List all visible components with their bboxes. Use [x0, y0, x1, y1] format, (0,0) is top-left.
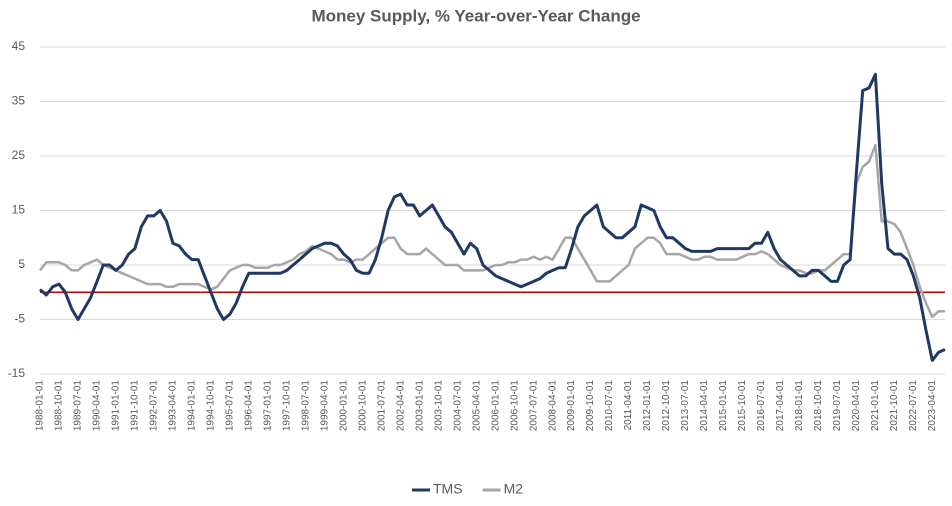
x-tick-label: 1989-07-01 — [73, 380, 84, 432]
x-tick-label: 1992-07-01 — [149, 380, 160, 432]
x-tick-label: 2002-04-01 — [395, 380, 406, 432]
x-tick-label: 1991-10-01 — [130, 380, 141, 432]
x-tick-label: 2021-01-01 — [870, 380, 881, 432]
y-tick-label: 15 — [12, 203, 26, 217]
x-tick-label: 2000-10-01 — [357, 380, 368, 432]
x-tick-label: 2016-07-01 — [756, 380, 767, 432]
x-tick-label: 1991-01-01 — [111, 380, 122, 432]
x-tick-label: 1994-01-01 — [187, 380, 198, 432]
x-tick-label: 2008-04-01 — [547, 380, 558, 432]
x-tick-label: 2012-10-01 — [661, 380, 672, 432]
x-tick-label: 1988-01-01 — [35, 380, 46, 432]
x-tick-label: 2020-04-01 — [851, 380, 862, 432]
y-tick-label: 35 — [12, 94, 26, 108]
x-tick-label: 2022-07-01 — [908, 380, 919, 432]
x-tick-label: 2023-04-01 — [927, 380, 938, 432]
y-tick-label: 45 — [12, 39, 26, 53]
x-tick-label: 2007-07-01 — [528, 380, 539, 432]
series-line — [39, 143, 945, 319]
y-tick-label: -15 — [8, 366, 26, 380]
x-tick-label: 2005-04-01 — [471, 380, 482, 432]
x-tick-label: 2013-07-01 — [680, 380, 691, 432]
x-tick-label: 2006-01-01 — [490, 380, 501, 432]
legend-label: TMS — [433, 481, 463, 497]
x-tick-label: 2012-01-01 — [642, 380, 653, 432]
x-tick-label: 1995-07-01 — [225, 380, 236, 432]
x-tick-label: 2003-10-01 — [433, 380, 444, 432]
x-tick-label: 1997-01-01 — [262, 380, 273, 432]
x-tick-label: 2021-10-01 — [889, 380, 900, 432]
x-tick-label: 2018-10-01 — [813, 380, 824, 432]
chart-title: Money Supply, % Year-over-Year Change — [311, 6, 640, 25]
x-tick-label: 2018-01-01 — [794, 380, 805, 432]
y-tick-label: 25 — [12, 148, 26, 162]
x-tick-label: 2015-10-01 — [737, 380, 748, 432]
legend-label: M2 — [504, 481, 524, 497]
x-tick-label: 2001-07-01 — [376, 380, 387, 432]
x-tick-label: 2010-07-01 — [604, 380, 615, 432]
x-tick-label: 2014-04-01 — [699, 380, 710, 432]
x-tick-label: 2009-01-01 — [566, 380, 577, 432]
x-tick-label: 2017-04-01 — [775, 380, 786, 432]
x-tick-label: 2006-10-01 — [509, 380, 520, 432]
series-line — [39, 72, 946, 362]
x-tick-label: 2003-01-01 — [414, 380, 425, 432]
x-tick-label: 2011-04-01 — [623, 380, 634, 431]
x-tick-label: 2019-07-01 — [832, 380, 843, 432]
x-tick-label: 1990-04-01 — [92, 380, 103, 432]
x-tick-label: 1999-04-01 — [319, 380, 330, 432]
x-tick-label: 2015-01-01 — [718, 380, 729, 432]
x-tick-label: 2004-07-01 — [452, 380, 463, 432]
x-tick-label: 1993-04-01 — [168, 380, 179, 432]
y-tick-label: -5 — [14, 312, 25, 326]
x-tick-label: 1998-07-01 — [300, 380, 311, 432]
x-tick-label: 2009-10-01 — [585, 380, 596, 432]
x-tick-label: 1988-10-01 — [54, 380, 65, 432]
x-tick-label: 1997-10-01 — [281, 380, 292, 432]
x-tick-label: 1996-04-01 — [243, 380, 254, 432]
y-tick-label: 5 — [18, 257, 25, 271]
x-tick-label: 1994-10-01 — [206, 380, 217, 432]
x-tick-label: 2000-01-01 — [338, 380, 349, 432]
